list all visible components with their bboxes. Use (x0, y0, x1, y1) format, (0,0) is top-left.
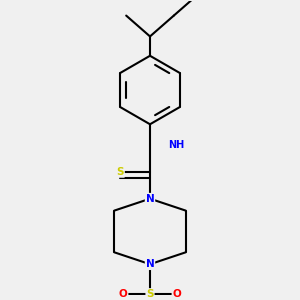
Text: NH: NH (168, 140, 184, 150)
Text: O: O (119, 289, 128, 299)
Text: N: N (146, 259, 154, 269)
Text: S: S (116, 167, 124, 177)
Text: O: O (172, 289, 181, 299)
Text: N: N (146, 194, 154, 204)
Text: S: S (146, 289, 154, 299)
